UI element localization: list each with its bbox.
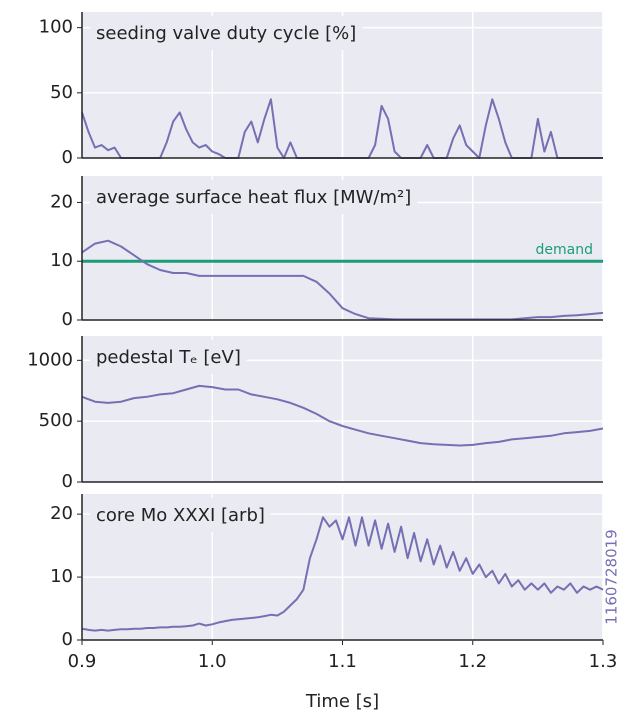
panel-title: core Mo XXXI [arb] xyxy=(96,505,265,526)
y-tick-label: 500 xyxy=(39,410,73,431)
x-tick-label: 1.2 xyxy=(458,651,487,672)
x-axis-label: Time [s] xyxy=(305,691,379,712)
y-tick-label: 0 xyxy=(62,471,73,492)
y-tick-label: 10 xyxy=(50,250,73,271)
title-background xyxy=(90,16,363,50)
y-tick-label: 0 xyxy=(62,629,73,650)
y-tick-label: 10 xyxy=(50,566,73,587)
y-tick-label: 1000 xyxy=(27,349,73,370)
data-line xyxy=(81,516,604,632)
y-tick-label: 20 xyxy=(50,191,73,212)
y-tick-label: 100 xyxy=(39,17,73,38)
shot-number: 1160728019 xyxy=(603,529,621,624)
y-tick-label: 50 xyxy=(50,82,73,103)
data-line xyxy=(81,384,604,447)
y-tick-label: 0 xyxy=(62,309,73,330)
reference-label: demand xyxy=(536,242,593,258)
panel-title: pedestal Tₑ [eV] xyxy=(96,347,241,368)
y-tick-label: 0 xyxy=(62,147,73,168)
panel-title: average surface heat flux [MW/m²] xyxy=(96,187,411,208)
title-background xyxy=(90,340,247,374)
x-tick-label: 1.1 xyxy=(328,651,357,672)
y-tick-label: 20 xyxy=(50,503,73,524)
x-tick-label: 1.3 xyxy=(589,651,618,672)
panel-title: seeding valve duty cycle [%] xyxy=(96,23,356,44)
title-background xyxy=(90,180,418,214)
title-background xyxy=(90,498,271,532)
x-tick-label: 1.0 xyxy=(198,651,227,672)
data-line xyxy=(81,239,604,321)
x-tick-label: 0.9 xyxy=(68,651,97,672)
